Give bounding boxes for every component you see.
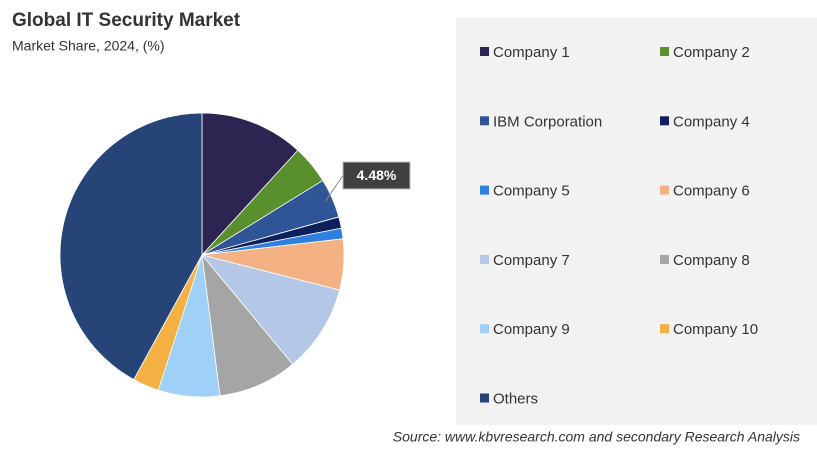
legend-label: Company 6 bbox=[673, 183, 750, 200]
data-label-box bbox=[342, 161, 411, 190]
legend-label: Company 9 bbox=[493, 321, 570, 338]
legend-label: Others bbox=[493, 390, 538, 407]
legend-swatch bbox=[480, 47, 489, 56]
source-note: Source: www.kbvresearch.com and secondar… bbox=[393, 429, 800, 445]
legend-swatch bbox=[480, 324, 489, 334]
legend-swatch bbox=[480, 185, 489, 195]
legend-label: Company 4 bbox=[673, 113, 750, 130]
data-label: 4.48% bbox=[357, 167, 397, 183]
legend-swatch bbox=[660, 116, 669, 126]
legend-swatch bbox=[660, 185, 669, 195]
legend-label: Company 1 bbox=[493, 44, 570, 61]
legend-label: Company 10 bbox=[673, 321, 758, 338]
leader-line bbox=[325, 175, 344, 202]
legend-label: Company 7 bbox=[493, 252, 570, 269]
legend-label: Company 2 bbox=[673, 44, 750, 61]
pie-slice bbox=[59, 112, 203, 381]
legend-swatch bbox=[660, 254, 669, 264]
chart-subtitle: Market Share, 2024, (%) bbox=[12, 38, 165, 54]
legend-swatch bbox=[660, 324, 669, 334]
pie-slice bbox=[201, 253, 294, 397]
legend-label: IBM Corporation bbox=[493, 113, 602, 130]
pie-slice bbox=[200, 254, 341, 365]
legend-swatch bbox=[660, 47, 669, 56]
legend-label: Company 5 bbox=[493, 183, 570, 200]
chart-title: Global IT Security Market bbox=[12, 10, 241, 31]
legend-panel bbox=[456, 18, 817, 425]
pie-slice bbox=[201, 112, 299, 257]
legend-label: Company 8 bbox=[673, 252, 750, 269]
legend-swatch bbox=[480, 116, 489, 126]
legend-swatch bbox=[480, 393, 489, 403]
legend-swatch bbox=[480, 254, 489, 264]
